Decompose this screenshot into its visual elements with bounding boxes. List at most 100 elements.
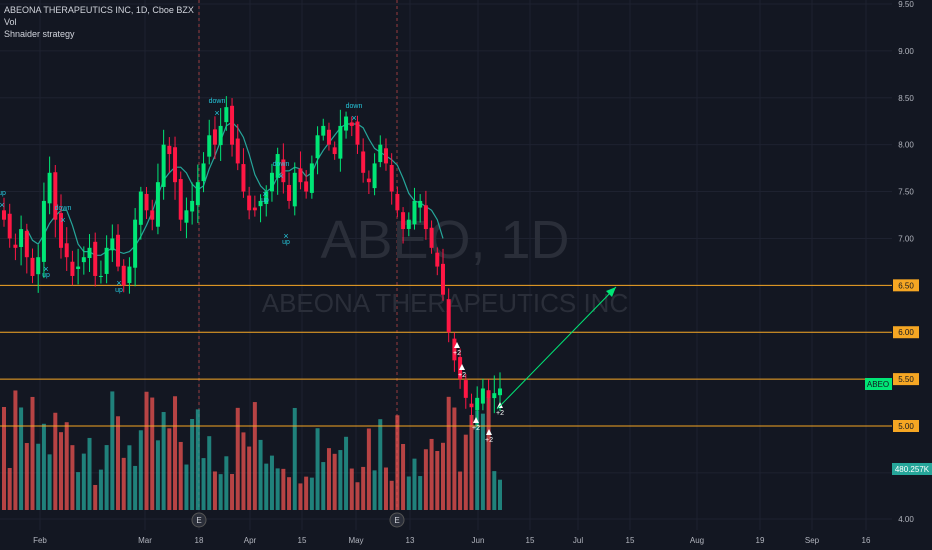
candle-body [326, 129, 331, 145]
trend-arrow[interactable] [496, 286, 617, 410]
volume-bar [201, 458, 206, 510]
volume-bar [150, 397, 155, 510]
symbol-badge: ABEO [867, 380, 889, 389]
volume-bar [429, 438, 434, 510]
candle-body [372, 163, 377, 189]
volume-bar [241, 432, 246, 510]
volume-bar [133, 465, 138, 510]
candle-body [224, 107, 229, 123]
earnings-marker[interactable]: E [191, 512, 207, 528]
candle-body [36, 257, 41, 275]
candle-body [281, 159, 286, 183]
volume-bar [30, 396, 35, 510]
volume-badge-bg [892, 463, 932, 475]
legend-symbol[interactable]: ABEONA THERAPEUTICS INC, 1D, Cboe BZX [4, 5, 194, 15]
volume-bar [418, 476, 423, 510]
candle-body [155, 182, 160, 227]
volume-bar [13, 390, 18, 510]
volume-bar [93, 484, 98, 510]
volume-bar [498, 479, 502, 510]
signal-cross: × [278, 171, 283, 181]
candle-body [24, 230, 29, 258]
price-tick-label: 5.50 [898, 375, 914, 384]
volume-bar [64, 422, 69, 510]
watermark-name: ABEONA THERAPEUTICS INC [262, 288, 629, 318]
signal-label: up [115, 287, 123, 294]
volume-bar [366, 428, 371, 510]
candle-body [389, 164, 394, 192]
time-axis[interactable]: Feb Mar 18 Apr 15 May 13 Jun 15 Jul 15 Aug 19 Sep 16 [0, 530, 932, 550]
volume-bar [121, 457, 126, 510]
signal-label: up [42, 272, 50, 279]
candle-body [241, 164, 246, 192]
price-tick-label: 8.50 [898, 94, 914, 103]
signal-cross: × [0, 200, 5, 210]
volume-bar [178, 441, 183, 510]
candle-body [59, 213, 64, 248]
signal-plus: +2 [453, 342, 461, 357]
time-tick-label: 19 [756, 536, 765, 545]
volume-bar [326, 448, 331, 510]
volume-bar [321, 462, 326, 510]
volume-bar [212, 471, 217, 510]
candle-body [315, 135, 320, 159]
volume-bar [161, 412, 166, 510]
candle-body [173, 147, 178, 183]
time-tick-label: 15 [298, 536, 307, 545]
level-price-badge-bg [893, 420, 919, 432]
volume-bar [458, 471, 463, 510]
signal-cross: × [116, 278, 121, 288]
volume-bar [19, 407, 24, 510]
time-tick-label: Jul [573, 536, 583, 545]
volume-bar [383, 467, 388, 510]
candle-body [195, 182, 200, 206]
signal-label: down [209, 98, 226, 105]
candle-body [247, 195, 252, 211]
strategy-signals: ×down×down×down×down×up×up×up×up×up+2+2+… [0, 98, 504, 444]
symbol-badge-bg [865, 378, 892, 390]
candle-body [235, 138, 240, 164]
volume-bar [138, 430, 143, 510]
volume-bar [304, 476, 309, 510]
candle-body [378, 144, 383, 163]
watermark: ABEO, 1D ABEONA THERAPEUTICS INC [262, 210, 629, 318]
earnings-marker-circle [389, 512, 405, 528]
candle-body [138, 191, 143, 225]
signal-label: down [55, 205, 72, 212]
volume-bar [480, 413, 485, 510]
price-axis[interactable]: 9.50 9.00 8.50 8.00 7.50 7.00 6.50 6.00 5.50 5.00… [892, 0, 932, 530]
signal-cross: × [60, 215, 65, 225]
volume-bar [486, 396, 491, 510]
volume-bar [53, 412, 58, 510]
volume-bar [155, 440, 160, 510]
legend-strategy[interactable]: Shnaider strategy [4, 29, 75, 39]
time-tick-label: Feb [33, 536, 47, 545]
volume-bar [281, 468, 286, 510]
candle-body [167, 145, 172, 155]
candle-body [486, 390, 491, 398]
candle-body [207, 135, 212, 157]
price-tick-label: 5.00 [898, 422, 914, 431]
price-tick-label: 7.00 [898, 234, 914, 243]
volume-bar [475, 410, 480, 510]
candle-body [161, 144, 166, 187]
signal-sell: × down [55, 205, 72, 225]
time-tick-label: Apr [244, 536, 257, 545]
volume-bar [452, 407, 457, 510]
earnings-marker[interactable]: E [389, 512, 405, 528]
time-tick-label: May [348, 536, 363, 545]
volume-bar [389, 480, 394, 510]
level-price-badge-bg [893, 326, 919, 339]
candle-body [150, 210, 155, 220]
watermark-symbol: ABEO, 1D [320, 210, 569, 270]
time-tick-label: 18 [195, 536, 204, 545]
volume-bar [378, 419, 383, 510]
volume-bar [258, 439, 263, 510]
time-tick-label: Aug [690, 536, 704, 545]
legend-vol[interactable]: Vol [4, 17, 17, 27]
candle-body [127, 266, 132, 284]
signal-plus: +2 [496, 402, 504, 417]
candle-body [452, 338, 457, 361]
price-tick-label: 8.00 [898, 141, 914, 150]
